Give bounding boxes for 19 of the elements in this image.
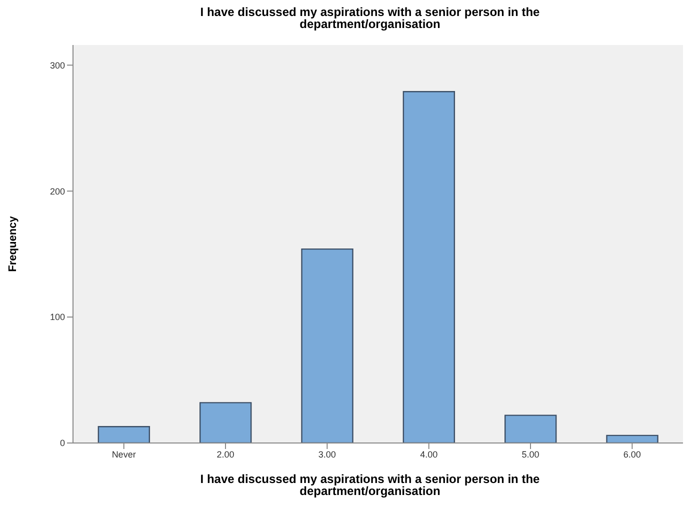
bar [504,414,557,443]
bar [98,426,150,443]
x-tick-label: 2.00 [216,449,234,460]
y-axis-title: Frequency [6,215,19,272]
chart-title: I have discussed my aspirations with a senior person in the department/organisation [199,5,541,31]
y-tick-label: 200 [50,186,65,196]
bar [199,402,252,443]
y-tick-label: 300 [50,60,65,70]
x-tick-label: 4.00 [420,449,438,460]
x-tick-label: 3.00 [318,449,336,460]
x-tick-label: 5.00 [522,449,540,460]
bar [402,91,456,443]
x-axis-title: I have discussed my aspirations with a senior person in the department/organisation [199,472,541,498]
bar [606,434,658,443]
x-tick-label: Never [112,449,136,460]
x-tick-label: 6.00 [623,449,641,460]
y-tick-label: 100 [50,312,65,322]
bar [301,248,354,443]
y-tick-label: 0 [60,438,65,448]
